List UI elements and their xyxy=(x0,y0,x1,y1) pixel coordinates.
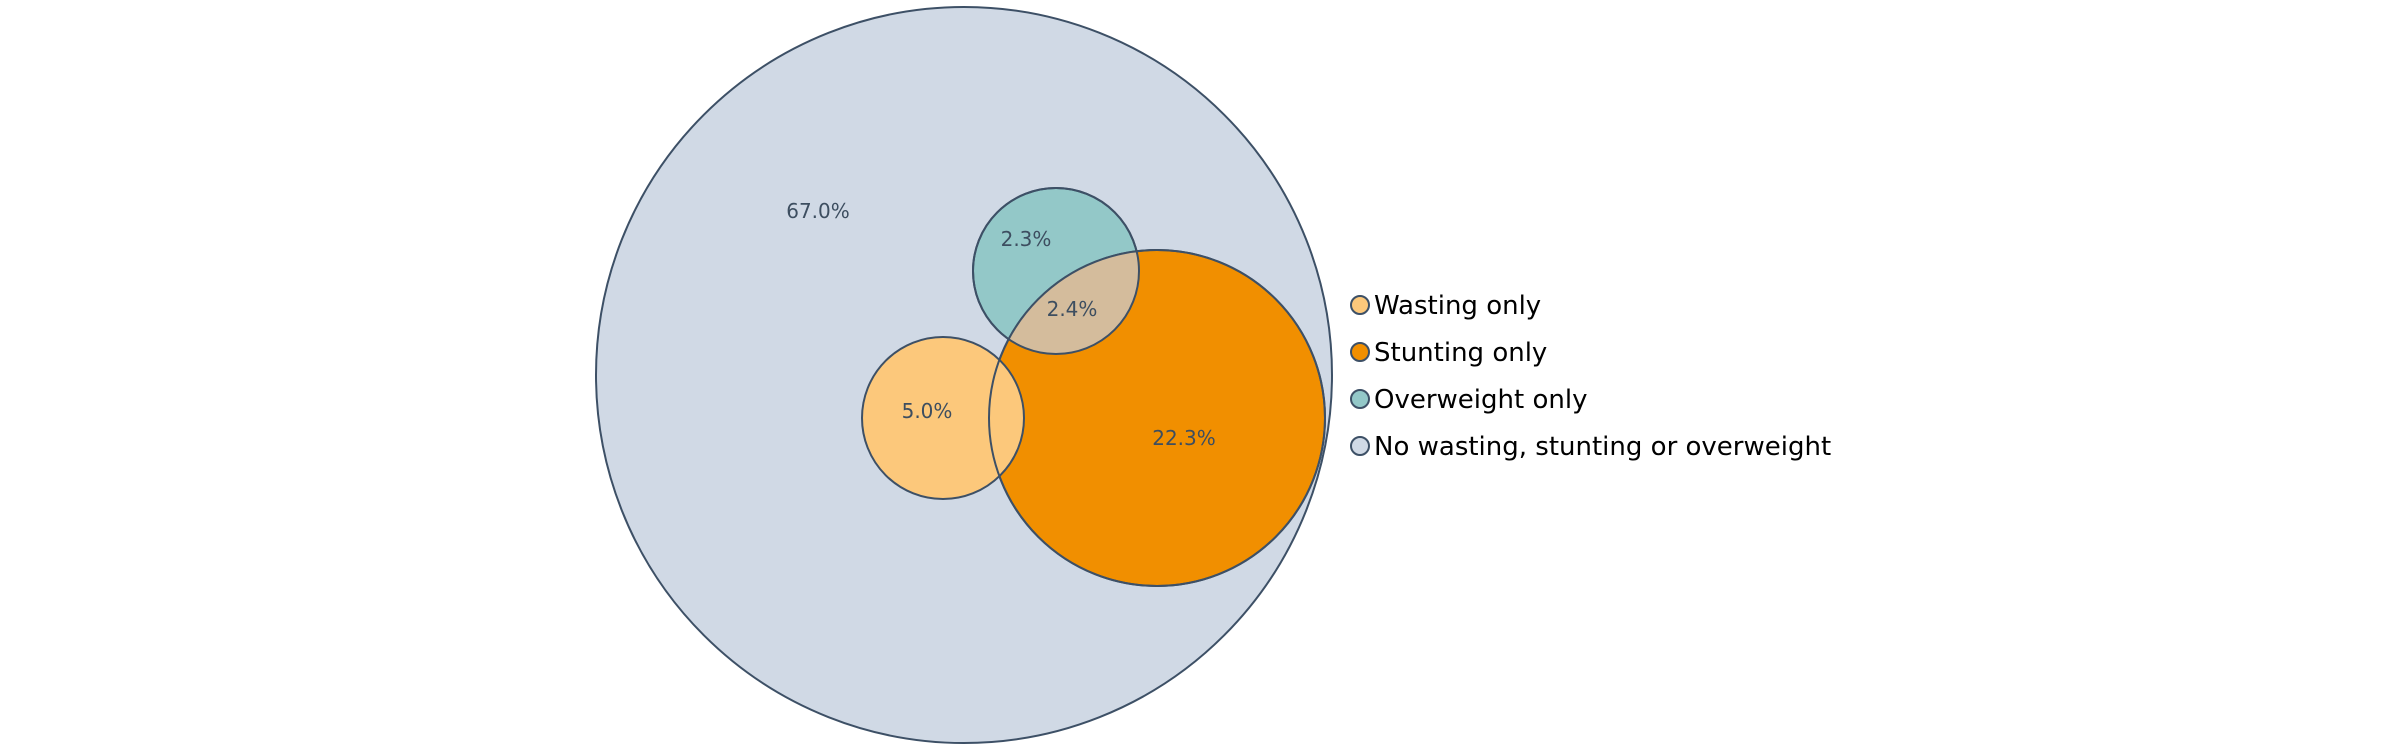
legend-label-none: No wasting, stunting or overweight xyxy=(1374,432,1831,462)
legend-item-none: No wasting, stunting or overweight xyxy=(1350,432,1831,462)
stunting-overweight-label: 2.4% xyxy=(1047,297,1098,321)
legend-marker-wasting xyxy=(1350,295,1370,315)
overweight-label: 2.3% xyxy=(1001,227,1052,251)
stunting-label: 22.3% xyxy=(1152,426,1216,450)
legend-label-wasting: Wasting only xyxy=(1374,291,1541,321)
wasting-circle xyxy=(861,336,1025,500)
legend-marker-stunting xyxy=(1350,342,1370,362)
legend-marker-none xyxy=(1350,436,1370,456)
legend-marker-overweight xyxy=(1350,389,1370,409)
wasting-label: 5.0% xyxy=(902,399,953,423)
legend-label-overweight: Overweight only xyxy=(1374,385,1587,415)
legend-label-stunting: Stunting only xyxy=(1374,338,1547,368)
stunting-overweight-overlap xyxy=(989,250,1139,354)
no-condition-label: 67.0% xyxy=(786,199,850,223)
stunting-outline xyxy=(988,249,1326,587)
legend-item-stunting: Stunting only xyxy=(1350,338,1547,368)
legend: Wasting only Stunting only Overweight on… xyxy=(1350,291,1831,462)
overweight-outline xyxy=(972,187,1140,355)
legend-item-wasting: Wasting only xyxy=(1350,291,1541,321)
legend-item-overweight: Overweight only xyxy=(1350,385,1587,415)
